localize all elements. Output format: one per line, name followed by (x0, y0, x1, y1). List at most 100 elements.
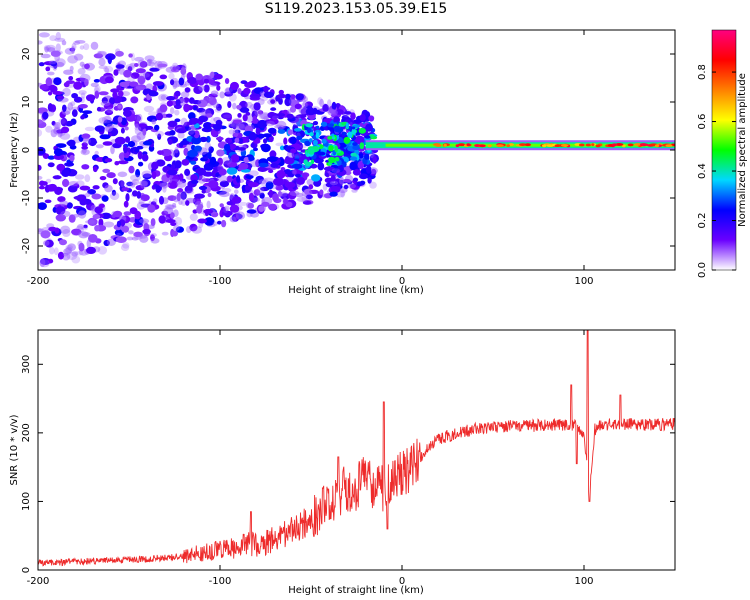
spectrogram-cell (248, 131, 257, 141)
spectrogram-cell (123, 144, 128, 154)
spectrogram-cell (166, 100, 173, 107)
colorbar-tick-label: 0.2 (697, 213, 708, 229)
spectrogram-cell (224, 78, 230, 84)
spectrogram-cell (38, 164, 42, 171)
spectrogram-cell (331, 168, 341, 173)
spectrogram-cell (139, 72, 150, 78)
spectrogram-cell (248, 192, 255, 202)
spectrogram-cell (267, 127, 277, 134)
spectrogram-cell (130, 182, 136, 188)
spectrogram-cell (205, 113, 213, 118)
spectrogram-cell (81, 164, 90, 170)
spectrogram-cell (315, 125, 320, 130)
spectrogram-cell (42, 111, 49, 120)
spectrogram-cell (133, 86, 145, 91)
spectrogram-cell (81, 142, 88, 147)
spectrogram-cell (317, 162, 325, 171)
spectrogram-cell (365, 165, 372, 174)
spectrogram-cell (358, 127, 366, 134)
spectrogram-cell (324, 172, 329, 177)
spectrogram-cell (173, 225, 180, 231)
spectrogram-cell (312, 107, 318, 115)
spectrogram-cell (55, 58, 66, 67)
spectrogram-cell (129, 207, 138, 215)
spectrogram-cell (174, 90, 181, 97)
spectrogram-cell (112, 91, 118, 99)
spectrogram-cell (50, 50, 61, 57)
x-tick-label: 100 (574, 276, 593, 287)
spectrogram-cell (269, 150, 277, 159)
spectrogram-cell (148, 61, 155, 67)
spectrogram-cell (203, 78, 210, 84)
spectrogram-cell (283, 198, 289, 204)
narrow-band-peak (578, 143, 585, 147)
narrow-band-peak (615, 143, 624, 146)
spectrogram-cell (83, 43, 90, 51)
narrow-band-peak (487, 144, 492, 148)
spectrogram-cell (117, 116, 123, 123)
spectrogram-cell (135, 68, 146, 74)
narrow-band-peak (435, 144, 442, 147)
spectrogram-cell (284, 181, 296, 189)
spectrogram-cell (258, 179, 267, 185)
spectrogram-cell (55, 206, 66, 215)
narrow-band-peak (611, 143, 618, 147)
spectrogram-cell (100, 212, 112, 219)
spectrogram-cell (308, 189, 319, 194)
y-tick-label: 300 (21, 355, 32, 374)
spectrogram-cell (250, 143, 255, 148)
spectrogram-cell (262, 133, 272, 138)
spectrogram-cell (288, 97, 300, 106)
spectrogram-cell (228, 122, 235, 127)
snr-panel: -200 -100 0 100 0 100 200 300 Height of straig… (9, 329, 676, 596)
spectrogram-cell (224, 205, 230, 211)
spectrogram-cell (154, 124, 160, 131)
spectrogram-cell (359, 114, 366, 122)
spectrogram-cell (283, 157, 295, 165)
spectrogram-cell (97, 246, 108, 255)
spectrogram-cell (304, 140, 311, 147)
spectrogram-cell (321, 138, 327, 144)
spectrogram-cell (53, 148, 63, 157)
spectrogram-cell (142, 173, 152, 180)
spectrogram-cell (359, 142, 365, 150)
spectrogram-cell (235, 123, 246, 131)
spectrogram-cell (350, 126, 356, 130)
spectrogram-cell (104, 184, 113, 193)
spectrogram-cell (291, 163, 303, 170)
spectrogram-cell (290, 94, 296, 100)
spectrogram-cell (347, 131, 353, 139)
spectrogram-cell (300, 144, 307, 149)
spectrogram-cell (323, 166, 335, 172)
narrow-band-peak (474, 144, 480, 148)
spectrogram-cell (322, 104, 329, 112)
spectrogram-cell (180, 67, 187, 76)
spectrogram-cell (181, 63, 187, 72)
spectrogram-cell (312, 121, 319, 126)
spectrogram-cell (142, 228, 151, 235)
spectrogram-cell (66, 202, 73, 209)
spectrogram-cell (260, 143, 269, 149)
spectrogram-cell (275, 142, 284, 147)
spectrogram-cell (106, 172, 116, 179)
spectrogram-cell (326, 99, 332, 109)
spectrogram-cell (83, 224, 88, 229)
spectrogram-cell (141, 170, 153, 178)
spectrogram-cell (47, 71, 55, 76)
spectrogram-cell (357, 181, 362, 187)
spectrogram-cell (103, 119, 113, 127)
spectrogram-cell (38, 129, 43, 137)
spectrogram-cell (157, 63, 168, 68)
spectrogram-cell (106, 238, 116, 246)
spectrogram-cell (180, 91, 190, 98)
spectrogram-cell (245, 174, 254, 179)
spectrogram-cell (270, 163, 279, 168)
spectrogram-cell (210, 211, 219, 218)
narrow-band-peak (627, 143, 634, 147)
spectrogram-cell (294, 128, 302, 132)
spectrogram-cell (216, 136, 224, 141)
spectrogram-cell (369, 181, 377, 189)
spectrogram-cell (226, 175, 233, 183)
spectrogram-cell (268, 203, 277, 211)
